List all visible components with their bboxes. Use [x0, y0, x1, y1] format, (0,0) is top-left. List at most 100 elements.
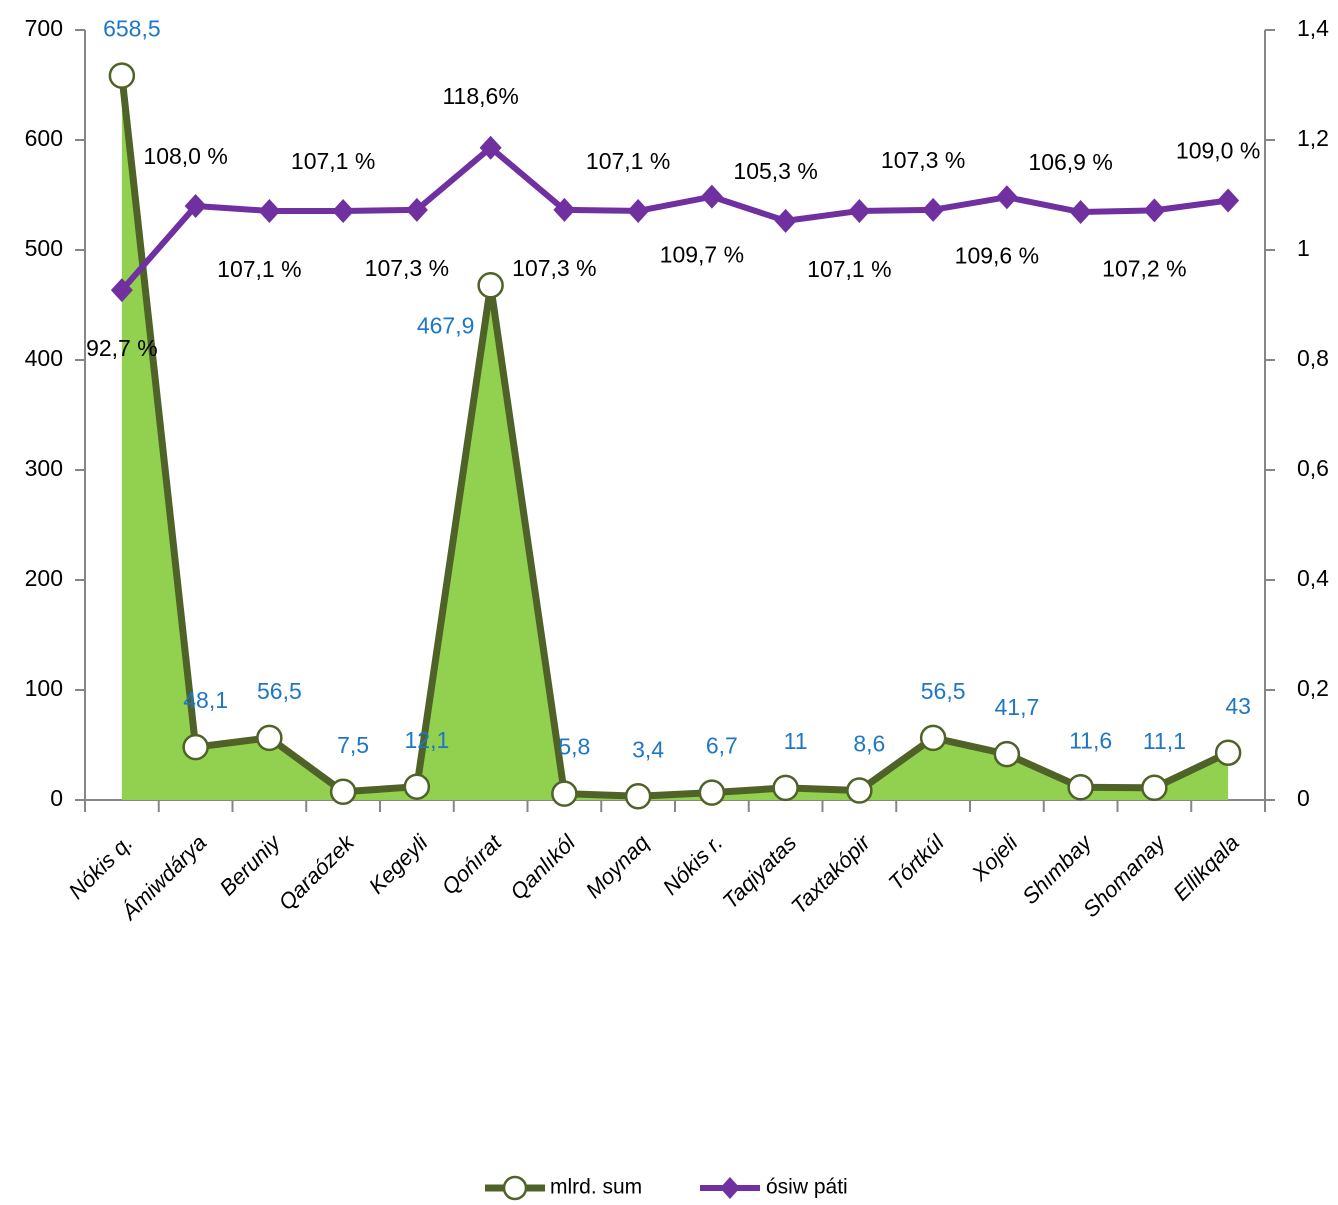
y-tick-label: 0 — [50, 785, 63, 811]
x-tick-label: Qońırat — [437, 829, 507, 899]
x-tick-label: Nókis r. — [658, 830, 728, 900]
marker — [108, 62, 136, 89]
y-tick-label: 100 — [25, 675, 63, 701]
data-label: 11,6 — [1069, 727, 1112, 753]
marker — [846, 777, 873, 804]
marker — [477, 272, 504, 299]
data-label: 7,5 — [337, 732, 369, 758]
x-tick-label: Ellikqala — [1168, 830, 1244, 906]
marker — [332, 198, 355, 223]
data-label: 107,3 % — [365, 255, 449, 281]
x-tick-label: Nókis q. — [64, 830, 138, 904]
marker — [772, 774, 799, 802]
marker — [329, 778, 357, 805]
marker — [551, 780, 578, 807]
data-label: 5,8 — [558, 734, 590, 760]
marker — [1217, 188, 1240, 213]
data-label: 48,1 — [183, 687, 228, 713]
y2-tick-label: 0,2 — [1297, 675, 1329, 701]
marker — [479, 135, 502, 160]
y-tick-label: 300 — [25, 455, 63, 481]
x-tick-label: Xojeli — [966, 829, 1023, 886]
marker — [110, 278, 133, 303]
x-tick-label: Kegeyli — [364, 829, 433, 898]
x-tick-label: Qanlıkól — [505, 829, 581, 905]
data-label: 11,1 — [1143, 728, 1186, 754]
x-tick-label: Tórtkúl — [884, 829, 950, 895]
y-tick-label: 200 — [25, 565, 63, 591]
data-label: 11 — [784, 728, 808, 754]
data-label: 106,9 % — [1028, 149, 1112, 175]
data-label: 92,7 % — [86, 335, 158, 361]
data-label: 107,1 % — [217, 256, 301, 282]
data-label: 107,2 % — [1102, 255, 1186, 281]
y2-tick-label: 1,4 — [1297, 15, 1329, 41]
marker — [624, 783, 652, 810]
marker — [256, 724, 283, 752]
marker — [403, 773, 431, 800]
marker — [184, 194, 207, 218]
y2-tick-label: 1,2 — [1297, 125, 1329, 151]
y2-tick-label: 0,4 — [1297, 565, 1329, 591]
data-label: 56,5 — [257, 678, 302, 704]
marker — [774, 208, 797, 233]
y2-tick-label: 1 — [1297, 235, 1310, 261]
data-label: 3,4 — [632, 736, 664, 762]
data-label: 118,6% — [442, 83, 518, 109]
data-label: 108,0 % — [143, 143, 227, 169]
marker — [1143, 198, 1166, 223]
x-tick-label: Moynaq — [581, 829, 655, 903]
marker — [1141, 774, 1168, 802]
data-label: 12,1 — [404, 727, 449, 753]
data-label: 107,3 % — [881, 147, 965, 173]
marker — [700, 184, 723, 209]
data-label: 658,5 — [103, 16, 161, 42]
marker — [627, 198, 650, 223]
marker — [1069, 200, 1092, 225]
marker — [258, 198, 281, 223]
legend-label: mlrd. sum — [550, 1176, 642, 1199]
marker — [1067, 773, 1094, 801]
y2-tick-label: 0,8 — [1297, 345, 1329, 371]
marker — [553, 197, 576, 222]
data-label: 109,7 % — [660, 242, 744, 268]
line — [118, 75, 1230, 800]
legend-marker — [502, 1175, 528, 1201]
y2-tick-label: 0,6 — [1297, 455, 1329, 481]
data-label: 6,7 — [706, 733, 738, 759]
data-label: 41,7 — [994, 694, 1039, 720]
data-label: 43 — [1225, 693, 1251, 719]
marker — [405, 197, 428, 222]
data-label: 109,6 % — [955, 242, 1039, 268]
data-label: 105,3 % — [733, 158, 817, 184]
y-tick-label: 500 — [25, 235, 63, 261]
y-tick-label: 700 — [25, 15, 63, 41]
data-label: 467,9 — [417, 312, 475, 338]
data-label: 107,1 % — [807, 256, 891, 282]
data-label: 107,1 % — [291, 148, 375, 174]
x-tick-label: Taxtakópir — [786, 829, 876, 919]
legend-label: ósiw páti — [766, 1176, 848, 1199]
x-tick-label: Beruniy — [215, 829, 287, 901]
data-label: 8,6 — [853, 731, 885, 757]
data-label: 109,0 % — [1176, 138, 1260, 164]
marker — [995, 185, 1018, 210]
y2-tick-label: 0 — [1297, 785, 1310, 811]
data-label: 107,3 % — [512, 255, 596, 281]
data-label: 56,5 — [921, 678, 966, 704]
legend-marker — [720, 1177, 740, 1199]
marker — [993, 740, 1021, 768]
line — [119, 144, 1229, 293]
marker — [919, 724, 947, 752]
x-tick-label: Shomanay — [1078, 829, 1171, 922]
marker — [698, 779, 726, 806]
y-tick-label: 400 — [25, 345, 63, 371]
data-label: 107,1 % — [586, 148, 670, 174]
y-tick-label: 600 — [25, 125, 63, 151]
marker — [848, 198, 871, 223]
x-tick-label: Qaraózek — [274, 829, 360, 915]
marker — [182, 733, 209, 761]
marker — [922, 197, 945, 222]
marker — [1214, 739, 1242, 766]
